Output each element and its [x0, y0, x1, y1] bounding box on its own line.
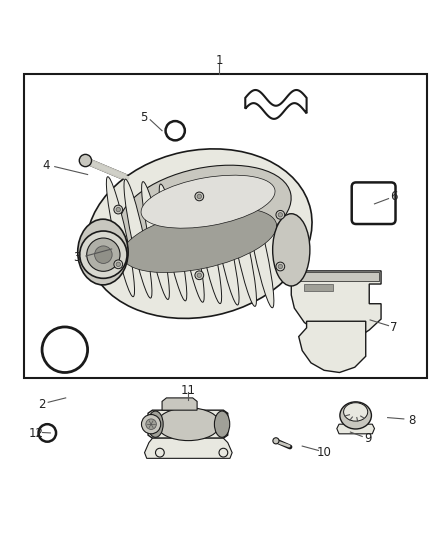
Ellipse shape: [194, 189, 222, 304]
Polygon shape: [162, 398, 197, 410]
Ellipse shape: [106, 177, 134, 297]
Text: 1: 1: [215, 54, 223, 67]
Text: 8: 8: [408, 414, 415, 427]
Polygon shape: [304, 284, 333, 290]
Circle shape: [116, 262, 120, 266]
Text: 12: 12: [28, 427, 43, 440]
Bar: [24, 74, 427, 378]
Ellipse shape: [177, 187, 204, 302]
Circle shape: [114, 205, 123, 214]
Ellipse shape: [87, 149, 312, 318]
Text: 5: 5: [140, 111, 147, 124]
Circle shape: [197, 194, 201, 199]
Ellipse shape: [122, 208, 277, 272]
Polygon shape: [148, 410, 228, 438]
Ellipse shape: [212, 191, 239, 305]
Circle shape: [79, 155, 92, 167]
Text: 6: 6: [390, 190, 398, 203]
Ellipse shape: [230, 194, 257, 306]
Text: 4: 4: [42, 159, 50, 172]
Circle shape: [278, 213, 283, 217]
Circle shape: [197, 273, 201, 278]
Polygon shape: [291, 271, 381, 339]
Ellipse shape: [272, 214, 310, 286]
Text: 2: 2: [38, 398, 46, 411]
Polygon shape: [299, 321, 366, 373]
Text: 10: 10: [317, 446, 332, 459]
Circle shape: [116, 207, 120, 212]
Ellipse shape: [340, 402, 371, 429]
Circle shape: [195, 192, 204, 201]
Text: 3: 3: [73, 251, 80, 264]
Circle shape: [276, 262, 285, 271]
Circle shape: [278, 264, 283, 269]
Text: 7: 7: [390, 321, 398, 334]
Circle shape: [114, 260, 123, 269]
Ellipse shape: [159, 184, 187, 301]
Text: 9: 9: [364, 432, 372, 445]
Ellipse shape: [247, 196, 274, 308]
Ellipse shape: [343, 403, 368, 421]
Ellipse shape: [119, 165, 291, 259]
Ellipse shape: [141, 182, 170, 300]
Circle shape: [95, 246, 112, 263]
Polygon shape: [145, 438, 232, 458]
Circle shape: [141, 415, 161, 434]
Circle shape: [80, 231, 127, 278]
Circle shape: [276, 211, 285, 219]
Circle shape: [146, 419, 156, 430]
Circle shape: [87, 238, 120, 271]
Text: 11: 11: [181, 384, 196, 397]
Ellipse shape: [78, 219, 128, 285]
Circle shape: [273, 438, 279, 444]
Ellipse shape: [215, 411, 230, 437]
Polygon shape: [337, 424, 374, 434]
Ellipse shape: [148, 411, 163, 437]
Polygon shape: [293, 272, 379, 280]
Ellipse shape: [124, 179, 152, 298]
Ellipse shape: [141, 175, 275, 228]
Ellipse shape: [157, 408, 220, 441]
Circle shape: [195, 271, 204, 280]
